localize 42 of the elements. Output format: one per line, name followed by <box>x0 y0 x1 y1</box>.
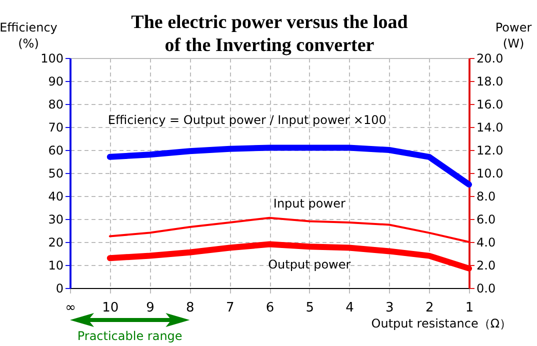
y2-tick-label: 16.0 <box>476 98 504 112</box>
y2-tick-label: 18.0 <box>476 74 504 88</box>
y-tick-label: 10 <box>48 258 64 272</box>
x-axis-title: Output resistance（Ω） <box>371 316 512 330</box>
y-tick-label: 90 <box>48 74 64 88</box>
y2-tick-label: 6.0 <box>476 212 496 226</box>
series-label: Output power <box>268 258 351 272</box>
series-label: Input power <box>273 196 346 210</box>
y-tick-label: 60 <box>48 144 64 158</box>
y-tick-label: 40 <box>48 190 64 204</box>
y-tick-label: 70 <box>48 120 64 134</box>
chart-title: The electric power versus the load of the Inverting converter <box>131 12 408 56</box>
y-tick-label: 20 <box>48 236 64 250</box>
y2-tick-label: 8.0 <box>476 190 496 204</box>
y-tick-label: 0 <box>56 282 64 296</box>
y2-tick-label: 0.0 <box>476 282 496 296</box>
x-tick-label: 6 <box>266 300 274 316</box>
x-tick-label: 2 <box>425 300 434 316</box>
y2-tick-label: 12.0 <box>476 144 504 158</box>
x-tick-label: 8 <box>186 300 194 316</box>
x-tick-label: ∞ <box>65 300 76 316</box>
line-series <box>108 216 470 243</box>
x-tick-label: 3 <box>386 300 394 316</box>
y2-axis-title: Power (W) <box>495 20 532 50</box>
x-tick-label: 7 <box>226 300 234 316</box>
y-tick-label: 50 <box>48 166 64 180</box>
y2-tick-label: 10.0 <box>476 166 504 180</box>
y-tick-label: 80 <box>48 98 64 112</box>
y2-tick-label: 2.0 <box>476 258 496 272</box>
x-tick-label: 9 <box>146 300 154 316</box>
annotation: Efficiency = Output power / Input power ×100 <box>108 113 386 128</box>
x-tick-label: 4 <box>346 300 354 316</box>
text: Practicable range <box>77 329 182 343</box>
y2-tick-label: 14.0 <box>476 120 504 134</box>
y-axis-title: Efficiency (%) <box>0 20 58 50</box>
y-tick-label: 30 <box>48 212 64 226</box>
y2-tick-label: 20.0 <box>476 52 504 66</box>
y2-tick-label: 4.0 <box>476 236 496 250</box>
x-tick-label: 10 <box>102 300 119 316</box>
x-tick-label: 5 <box>306 300 314 316</box>
x-tick-label: 1 <box>465 300 474 316</box>
y-tick-label: 100 <box>40 52 64 66</box>
